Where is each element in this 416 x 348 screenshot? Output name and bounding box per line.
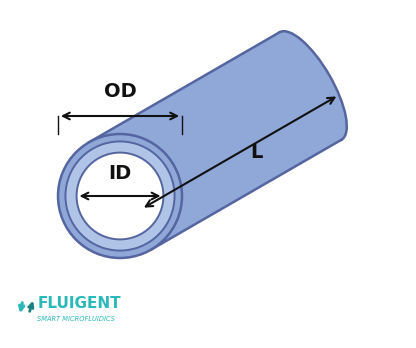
- Text: L: L: [251, 143, 263, 161]
- Polygon shape: [89, 32, 342, 250]
- Text: SMART MICROFLUIDICS: SMART MICROFLUIDICS: [37, 316, 115, 322]
- Text: ID: ID: [109, 164, 131, 183]
- Ellipse shape: [274, 31, 347, 141]
- Text: OD: OD: [104, 82, 136, 101]
- Text: FLUIGENT: FLUIGENT: [37, 296, 121, 311]
- Circle shape: [77, 153, 163, 239]
- Circle shape: [65, 141, 175, 251]
- Circle shape: [58, 134, 182, 258]
